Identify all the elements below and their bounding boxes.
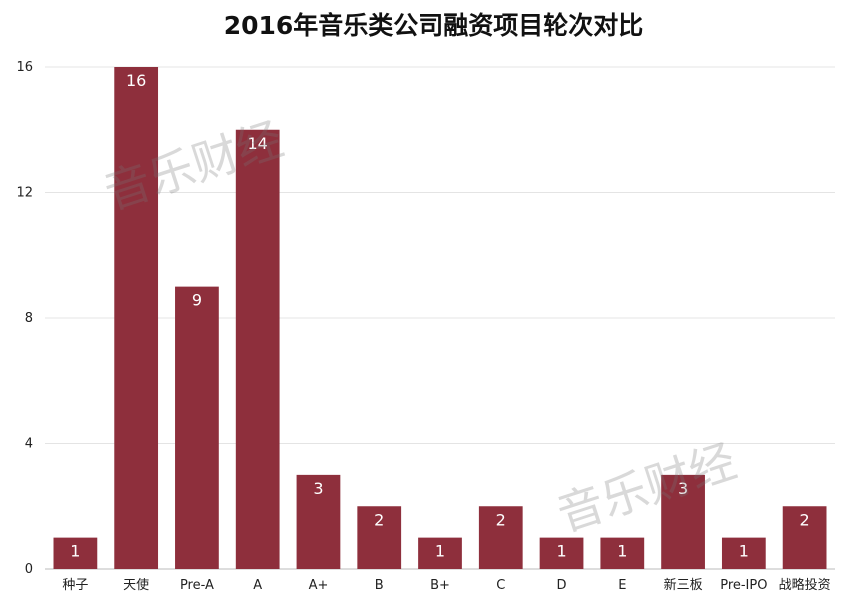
bar [53, 537, 98, 569]
data-label: 1 [556, 542, 566, 561]
bar [418, 537, 462, 569]
y-tick-label: 0 [25, 562, 33, 577]
data-label: 16 [126, 71, 146, 90]
x-tick-label: B+ [430, 578, 450, 593]
y-tick-label: 12 [16, 186, 33, 201]
x-tick-label: E [618, 578, 626, 593]
data-label: 1 [617, 542, 627, 561]
x-tick-label: 天使 [123, 577, 149, 593]
x-tick-label: C [496, 578, 505, 593]
data-label: 2 [374, 510, 384, 529]
bar [357, 506, 402, 569]
x-tick-label: A [253, 578, 262, 593]
y-tick-label: 4 [25, 437, 33, 452]
data-label: 1 [435, 542, 445, 561]
data-label: 1 [739, 542, 749, 561]
data-label: 3 [678, 479, 688, 498]
bar [539, 537, 584, 569]
data-label: 14 [248, 134, 268, 153]
x-tick-label: A+ [309, 578, 329, 593]
y-tick-label: 8 [25, 311, 33, 326]
bar [600, 537, 645, 569]
bar [661, 474, 705, 569]
data-label: 2 [496, 510, 506, 529]
bar [114, 67, 159, 569]
bar [296, 474, 341, 569]
y-tick-label: 16 [16, 60, 33, 75]
chart-title: 2016年音乐类公司融资项目轮次对比 [223, 11, 644, 40]
bar [721, 537, 766, 569]
data-label: 9 [192, 291, 202, 310]
x-tick-label: 新三板 [664, 577, 703, 593]
data-label: 1 [70, 542, 80, 561]
x-tick-label: 种子 [62, 578, 88, 593]
x-tick-label: D [557, 578, 567, 593]
data-label: 2 [800, 510, 810, 529]
x-tick-label: B [375, 578, 384, 593]
x-tick-label: Pre-IPO [720, 578, 767, 593]
bar [478, 506, 523, 569]
bar [175, 286, 219, 569]
bar [235, 129, 280, 569]
bar [782, 506, 827, 569]
x-tick-label: 战略投资 [779, 577, 831, 593]
data-label: 3 [313, 479, 323, 498]
x-tick-label: Pre-A [180, 578, 214, 593]
